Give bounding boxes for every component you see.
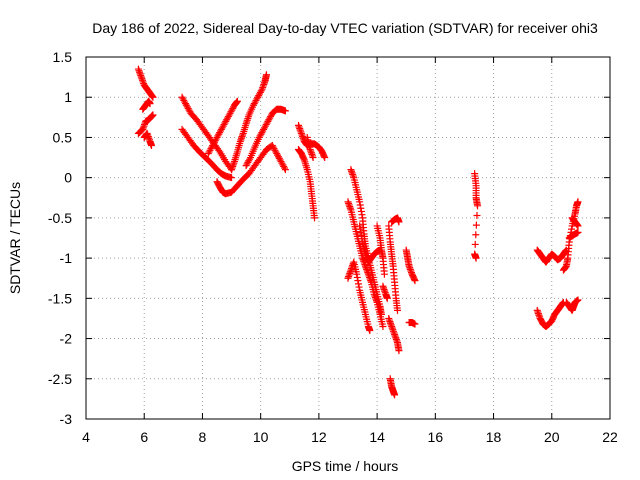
- x-tick-labels: 4 6 8 10 12 14 16 18 20 22: [82, 429, 618, 445]
- series-arc-r: [373, 222, 388, 278]
- data-points: [134, 65, 582, 399]
- data-point: [472, 231, 480, 239]
- x-tick-label: 22: [602, 429, 618, 445]
- series-arc-g: [213, 141, 289, 198]
- series-arc-t: [385, 222, 401, 314]
- axis-ticks: [85, 56, 611, 420]
- y-tick-label: 1.5: [53, 49, 73, 65]
- y-axis-label: SDTVAR / TECUs: [7, 182, 23, 294]
- y-tick-label: 0: [64, 170, 72, 186]
- x-axis-label: GPS time / hours: [292, 458, 399, 474]
- data-point: [148, 141, 155, 149]
- y-tick-label: -1.5: [48, 290, 72, 306]
- series-arc-z: [471, 170, 482, 262]
- x-tick-label: 8: [199, 429, 207, 445]
- y-tick-labels: -3 -2.5 -2 -1.5 -1 -0.5 0 0.5 1 1.5: [48, 49, 72, 427]
- x-tick-label: 12: [311, 429, 327, 445]
- data-point: [472, 221, 480, 229]
- series-arc-v: [385, 314, 403, 355]
- series-arc-f: [178, 125, 236, 182]
- series-arc-n: [347, 166, 385, 318]
- data-point: [281, 164, 289, 172]
- series-arc-d: [140, 129, 155, 149]
- data-point: [257, 87, 265, 95]
- x-tick-label: 4: [82, 429, 90, 445]
- x-tick-label: 18: [486, 429, 502, 445]
- x-tick-label: 20: [544, 429, 560, 445]
- data-point: [411, 277, 419, 285]
- grid-lines: [86, 57, 610, 419]
- data-point: [146, 100, 154, 108]
- data-point: [574, 296, 582, 304]
- series-arc-ab: [533, 298, 567, 330]
- data-point: [149, 111, 157, 119]
- data-point: [262, 71, 270, 79]
- data-point: [228, 174, 236, 182]
- x-tick-label: 10: [253, 429, 269, 445]
- series-arc-y: [405, 318, 419, 328]
- series-arc-u: [388, 214, 403, 226]
- series-arc-ad: [562, 296, 582, 314]
- data-point: [281, 166, 289, 174]
- data-point: [215, 146, 223, 154]
- series-arc-j: [242, 105, 289, 170]
- data-point: [474, 202, 482, 210]
- series-arc-p: [344, 258, 374, 335]
- data-point: [246, 155, 254, 163]
- y-tick-label: 1: [64, 89, 72, 105]
- series-arc-i: [228, 71, 270, 174]
- series-arc-h: [204, 97, 241, 158]
- y-tick-label: -3: [60, 411, 73, 427]
- data-point: [311, 214, 319, 222]
- data-point: [395, 218, 403, 226]
- y-tick-label: -1: [60, 250, 73, 266]
- x-tick-label: 16: [428, 429, 444, 445]
- chart-title: Day 186 of 2022, Sidereal Day-to-day VTE…: [92, 20, 598, 36]
- data-point: [379, 322, 387, 330]
- data-point: [574, 198, 582, 206]
- series-arc-a: [134, 65, 157, 101]
- series-arc-c: [139, 97, 154, 113]
- y-tick-label: -2.5: [48, 371, 72, 387]
- series-arc-af: [568, 214, 582, 230]
- data-point: [380, 270, 388, 278]
- series-arc-ae: [565, 228, 582, 242]
- series-arc-b: [134, 111, 157, 137]
- data-point: [574, 222, 582, 230]
- series-arc-q: [356, 222, 384, 266]
- series-arc-w: [386, 375, 399, 399]
- x-tick-label: 6: [140, 429, 148, 445]
- series-arc-s: [379, 282, 391, 302]
- data-point: [393, 306, 401, 314]
- data-point: [574, 228, 582, 236]
- x-tick-label: 14: [369, 429, 385, 445]
- y-tick-label: -0.5: [48, 210, 72, 226]
- y-tick-label: -2: [60, 331, 73, 347]
- data-point: [473, 211, 481, 219]
- series-arc-l: [295, 146, 319, 222]
- data-point: [321, 154, 329, 162]
- data-point: [309, 154, 317, 162]
- y-tick-label: 0.5: [53, 129, 73, 145]
- data-point: [472, 254, 480, 262]
- data-point: [395, 347, 403, 355]
- data-point: [471, 240, 479, 248]
- data-point: [233, 97, 241, 105]
- series-arc-m: [303, 133, 317, 162]
- data-point: [149, 93, 157, 101]
- plot-frame: [85, 56, 611, 420]
- data-point: [281, 107, 289, 115]
- series-arc-x: [402, 246, 419, 285]
- data-point: [383, 294, 391, 302]
- data-point: [366, 327, 374, 335]
- data-point: [391, 391, 399, 399]
- data-point: [411, 320, 419, 328]
